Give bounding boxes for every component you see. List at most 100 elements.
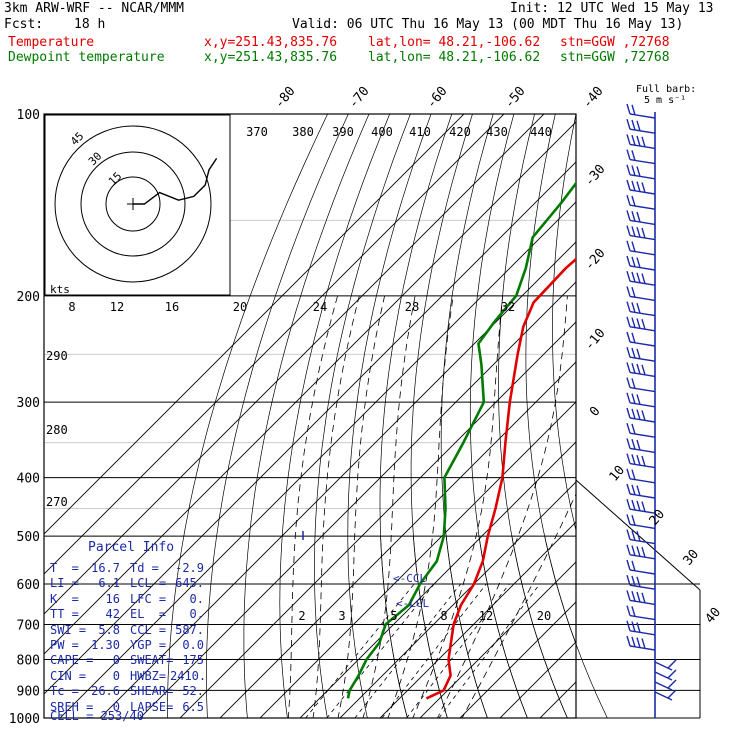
mixing-ratio-line (406, 583, 510, 718)
pressure-tick-label: 900 (17, 684, 40, 699)
barb-feather (631, 378, 636, 389)
init-time: Init: 12 UTC Wed 15 May 13 (510, 1, 714, 16)
theta-label: 440 (530, 125, 552, 139)
wind-barb (626, 179, 656, 195)
wind-barb (626, 331, 656, 347)
barb-shaft (629, 158, 656, 165)
barb-shaft (629, 432, 656, 438)
barb-shaft (629, 538, 656, 545)
parcel-cell: CELL = 253/40 (50, 709, 144, 723)
wind-barb (626, 270, 656, 286)
wind-barb (626, 164, 656, 180)
parcel-info-value: 52. (182, 684, 204, 699)
dry-adiabat (628, 114, 740, 731)
barb-feather (626, 590, 631, 601)
barb-shaft (654, 681, 673, 691)
barb-feather (631, 454, 636, 465)
parcel-info-key: Td = (130, 561, 159, 575)
parcel-info-value: 0. (189, 607, 204, 622)
barb-shaft (629, 447, 656, 454)
isotherm-line (139, 281, 576, 718)
barb-feather (626, 118, 631, 130)
parcel-info-key: SWI = (50, 622, 87, 637)
barb-shaft (629, 371, 656, 378)
extension-adiabat (445, 536, 493, 718)
barb-shaft (629, 614, 656, 621)
isotherm-line (419, 561, 576, 718)
extension-adiabat (544, 536, 615, 718)
moist-adiabat (287, 295, 338, 718)
hodo-speed-label: 8 (68, 300, 75, 314)
wind-barb (626, 468, 656, 484)
moist-adiabat (312, 295, 360, 718)
isotherm-line (44, 161, 576, 695)
isotherm-line (179, 321, 576, 718)
barb-feather (636, 530, 641, 542)
barb-feather (631, 241, 636, 252)
parcel-info-value: 16.7 (91, 561, 120, 575)
mixing-ratio-label: 8 (440, 609, 447, 623)
barb-feather (626, 179, 631, 191)
wind-barb (626, 544, 656, 560)
barb-feather (626, 164, 631, 176)
extension-adiabat (380, 536, 412, 718)
dry-adiabat (720, 114, 740, 731)
theta-label: 420 (449, 125, 471, 139)
isotherm-line (499, 641, 576, 718)
hodo-speed-label: 28 (405, 300, 419, 314)
barb-feather (631, 195, 636, 207)
pressure-tick-label: 1000 (9, 712, 40, 727)
dry-adiabat (243, 114, 370, 718)
barb-feather (641, 638, 646, 649)
wind-barb (626, 574, 656, 590)
barb-feather (631, 606, 636, 617)
parcel-info-key: YGP = (130, 638, 167, 652)
barb-feather (636, 166, 641, 177)
barb-legend-unit: 5 m s⁻¹ (644, 95, 687, 106)
wind-barb (626, 422, 656, 438)
isotherm-line (259, 401, 576, 718)
wind-barb (626, 514, 656, 530)
barb-feather (631, 317, 636, 328)
moist-adiabat (437, 295, 568, 718)
moist-adiabat (387, 295, 454, 718)
wind-barb (626, 301, 656, 317)
forecast-label: Fcst: (4, 17, 44, 32)
forecast-hour: 18 h (74, 17, 106, 32)
parcel-info-value: 16 (105, 591, 120, 606)
hodo-speed-label: 24 (313, 300, 327, 314)
dry-adiabat (167, 114, 328, 718)
barb-shaft (629, 630, 656, 636)
temp-latlon: lat,lon= 48.21,-106.62 (368, 35, 541, 50)
isotherm-line (339, 481, 576, 718)
dry-adiabat (675, 114, 740, 731)
barb-shaft (629, 386, 656, 393)
barb-feather (631, 590, 636, 602)
dry-adiabat (552, 114, 576, 532)
barb-feather (626, 149, 631, 160)
barb-shaft (629, 128, 656, 134)
barb-feather (641, 273, 646, 284)
parcel-info-value: 2410. (170, 668, 207, 683)
barb-feather (631, 469, 636, 480)
barb-feather (667, 679, 677, 689)
wind-barb (626, 210, 656, 226)
barb-shaft (629, 569, 656, 575)
grid-clip (44, 114, 740, 731)
isotherm-line (99, 241, 576, 718)
temperature-trace (425, 257, 576, 700)
hodograph-ring (105, 176, 161, 232)
wind-barb (626, 103, 656, 119)
hodograph-ring (54, 125, 212, 283)
barb-feather (636, 637, 641, 648)
wind-barb (626, 529, 656, 545)
barb-shaft (629, 462, 656, 469)
isotherm-label: -40 (580, 84, 607, 112)
barb-feather (631, 256, 636, 268)
barb-feather (636, 485, 641, 496)
barb-feather (636, 257, 641, 268)
pressure-tick-label: 400 (17, 472, 40, 487)
barb-feather (631, 393, 636, 404)
barb-feather (631, 362, 636, 374)
